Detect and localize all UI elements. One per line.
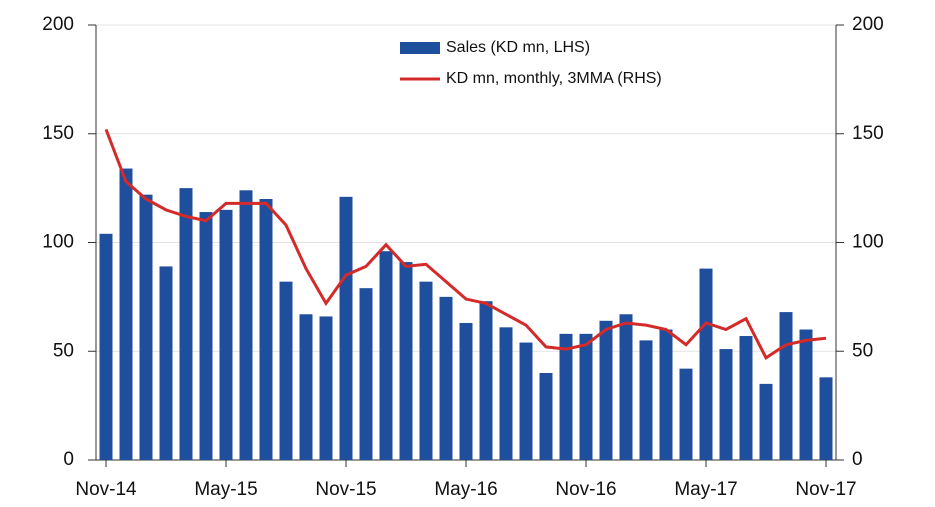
- bar: [339, 196, 353, 460]
- bar: [659, 329, 673, 460]
- y2-tick-label: 150: [852, 123, 884, 144]
- y-tick-label: 100: [42, 232, 74, 253]
- x-tick-label: Nov-17: [795, 479, 856, 500]
- bar: [599, 320, 613, 460]
- bar: [539, 373, 553, 460]
- bar: [799, 329, 813, 460]
- line: [104, 128, 827, 360]
- x-tick-label: May-16: [434, 479, 497, 500]
- bar: [519, 342, 533, 460]
- bar: [259, 199, 273, 460]
- legend-swatch: [400, 42, 440, 54]
- bar: [499, 327, 513, 460]
- bar: [479, 301, 493, 460]
- legend-label: Sales (KD mn, LHS): [446, 39, 590, 56]
- x-tick-label: Nov-16: [555, 479, 616, 500]
- bar: [759, 383, 773, 460]
- x-tick-label: Nov-15: [315, 479, 376, 500]
- bar: [559, 333, 573, 460]
- bar: [819, 377, 833, 460]
- bar: [779, 312, 793, 460]
- bar: [199, 212, 213, 460]
- bar: [359, 288, 373, 460]
- y2-tick-label: 200: [852, 14, 884, 35]
- bar: [439, 296, 453, 460]
- x-tick-label: Nov-14: [75, 479, 137, 500]
- bar: [159, 266, 173, 460]
- bar: [699, 268, 713, 460]
- y2-tick-label: 0: [852, 449, 863, 470]
- bar: [179, 188, 193, 460]
- y-tick-label: 150: [42, 123, 74, 144]
- bar: [719, 349, 733, 460]
- bar: [139, 194, 153, 460]
- bar: [419, 281, 433, 460]
- bar: [579, 333, 593, 460]
- bar: [319, 316, 333, 460]
- y-tick-label: 0: [63, 449, 74, 470]
- bar: [99, 233, 113, 460]
- bar: [619, 314, 633, 460]
- bar: [119, 168, 133, 461]
- y2-tick-label: 100: [852, 232, 884, 253]
- bar: [299, 314, 313, 460]
- bar: [279, 281, 293, 460]
- y-tick-label: 200: [42, 14, 74, 35]
- y2-tick-label: 50: [852, 340, 873, 361]
- bar: [239, 190, 253, 461]
- x-tick-label: May-17: [674, 479, 737, 500]
- bar: [399, 262, 413, 460]
- bar: [639, 340, 653, 460]
- bar: [739, 336, 753, 460]
- bar: [459, 322, 473, 460]
- legend-label: KD mn, monthly, 3MMA (RHS): [446, 70, 662, 87]
- bar: [679, 368, 693, 460]
- y-tick-label: 50: [53, 340, 74, 361]
- bar: [219, 209, 233, 460]
- x-tick-label: May-15: [194, 479, 257, 500]
- bar: [379, 251, 393, 460]
